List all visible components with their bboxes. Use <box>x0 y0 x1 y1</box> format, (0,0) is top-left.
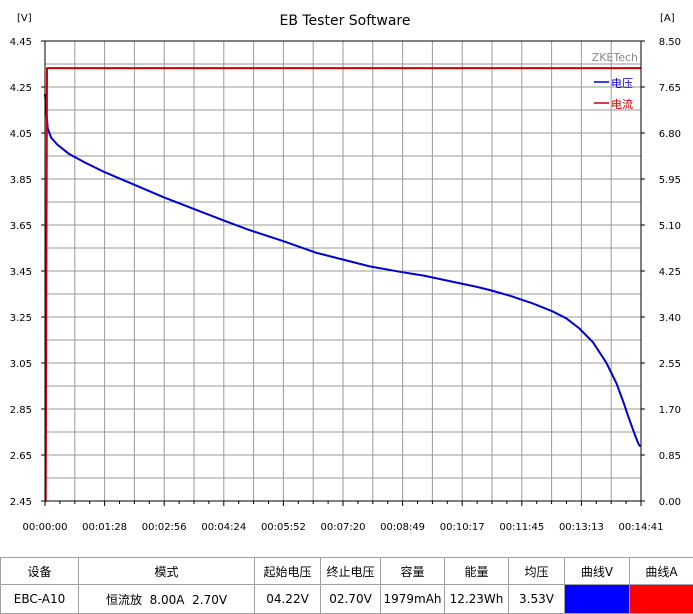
header-curve-a: 曲线A <box>629 556 693 586</box>
y-right-tick-label: 6.80 <box>659 129 681 140</box>
y-left-tick-label: 3.85 <box>10 175 32 186</box>
x-tick-label: 00:08:49 <box>380 522 425 533</box>
header-energy: 能量 <box>444 556 509 586</box>
y-right-tick-label: 4.25 <box>659 267 681 278</box>
header-capacity: 容量 <box>380 556 445 586</box>
table-header-row: 设备 模式 起始电压 终止电压 容量 能量 均压 曲线V 曲线A <box>0 556 693 586</box>
x-tick-label: 00:04:24 <box>201 522 246 533</box>
voltage-series-line <box>44 93 641 447</box>
header-start-voltage: 起始电压 <box>254 556 321 586</box>
y-left-tick-label: 2.85 <box>10 405 32 416</box>
y-right-tick-label: 2.55 <box>659 359 681 370</box>
grid <box>45 41 641 501</box>
info-table: 设备 模式 起始电压 终止电压 容量 能量 均压 曲线V 曲线A EBC-A10… <box>0 556 693 614</box>
x-tick-label: 00:02:56 <box>142 522 187 533</box>
y-left-tick-label: 2.65 <box>10 451 32 462</box>
legend-label: 电流 <box>611 97 633 111</box>
plot-frame <box>44 40 642 502</box>
header-curve-v: 曲线V <box>564 556 630 586</box>
y-left-tick-label: 3.05 <box>10 359 32 370</box>
y-right-unit: [A] <box>660 13 675 24</box>
chart: EB Tester Software [V] [A] 4.45 4.25 4.05 3… <box>10 13 681 533</box>
y-right-tick-label: 7.65 <box>659 83 681 94</box>
y-left-tick-label: 3.65 <box>10 221 32 232</box>
y-axis-right: 8.50 7.65 6.80 5.95 5.10 4.25 3.40 2.55 1.70 0.85… <box>641 37 681 508</box>
cell-capacity: 1979mAh <box>380 584 445 614</box>
header-avg-voltage: 均压 <box>508 556 565 586</box>
cell-avg-voltage: 3.53V <box>508 584 565 614</box>
cell-energy: 12.23Wh <box>444 584 509 614</box>
y-axis-left: 4.45 4.25 4.05 3.85 3.65 3.45 3.25 3.05 2.85 2.65… <box>10 37 45 508</box>
chart-title: EB Tester Software <box>279 13 410 29</box>
y-left-tick-label: 3.25 <box>10 313 32 324</box>
y-right-tick-label: 3.40 <box>659 313 681 324</box>
y-left-tick-label: 4.25 <box>10 83 32 94</box>
x-tick-label: 00:05:52 <box>261 522 306 533</box>
y-left-tick-label: 2.45 <box>10 497 32 508</box>
x-tick-label: 00:14:41 <box>619 522 664 533</box>
x-tick-label: 00:11:45 <box>499 522 544 533</box>
x-tick-label: 00:10:17 <box>440 522 485 533</box>
y-left-tick-label: 4.45 <box>10 37 32 48</box>
table-row: EBC-A10 恒流放 8.00A 2.70V 04.22V 02.70V 19… <box>0 584 693 614</box>
cell-device: EBC-A10 <box>0 584 79 614</box>
x-tick-label: 00:00:00 <box>23 522 68 533</box>
y-left-unit: [V] <box>17 13 32 24</box>
x-tick-label: 00:07:20 <box>321 522 366 533</box>
y-right-tick-label: 1.70 <box>659 405 681 416</box>
cell-end-voltage: 02.70V <box>320 584 381 614</box>
cell-start-voltage: 04.22V <box>254 584 321 614</box>
header-device: 设备 <box>0 556 79 586</box>
curve-v-color-swatch[interactable] <box>564 584 630 614</box>
legend-label: 电压 <box>611 77 633 90</box>
cell-mode: 恒流放 8.00A 2.70V <box>78 584 255 614</box>
header-mode: 模式 <box>78 556 255 586</box>
watermark: ZKETech <box>592 51 638 64</box>
y-left-tick-label: 3.45 <box>10 267 32 278</box>
y-right-tick-label: 5.95 <box>659 175 681 186</box>
y-right-tick-label: 0.85 <box>659 451 681 462</box>
x-axis: 00:00:00 00:01:28 00:02:56 00:04:24 00:05:52… <box>23 501 664 533</box>
y-right-tick-label: 5.10 <box>659 221 681 232</box>
y-left-tick-label: 4.05 <box>10 129 32 140</box>
curve-a-color-swatch[interactable] <box>629 584 693 614</box>
header-end-voltage: 终止电压 <box>320 556 381 586</box>
y-right-tick-label: 8.50 <box>659 37 681 48</box>
x-tick-label: 00:13:13 <box>559 522 604 533</box>
y-right-tick-label: 0.00 <box>659 497 681 508</box>
x-tick-label: 00:01:28 <box>82 522 127 533</box>
